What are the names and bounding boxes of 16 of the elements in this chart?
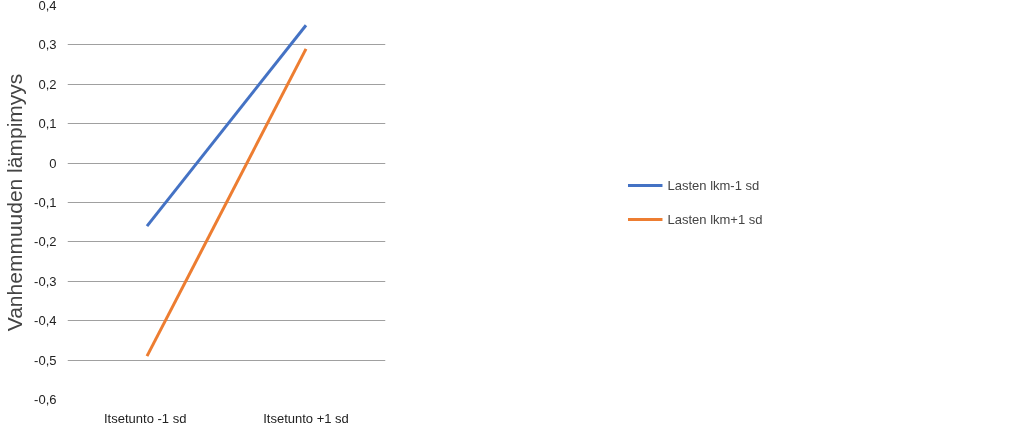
x-tick-label: Itsetunto +1 sd <box>263 410 349 426</box>
legend-label: Lasten lkm-1 sd <box>667 177 760 193</box>
y-tick-label: 0 <box>49 155 57 171</box>
y-tick-label: -0,2 <box>34 234 57 250</box>
y-tick-label: 0,3 <box>38 37 57 53</box>
legend-label: Lasten lkm+1 sd <box>667 211 763 227</box>
y-tick-label: -0,3 <box>34 273 57 289</box>
x-tick-label: Itsetunto -1 sd <box>104 410 187 426</box>
y-tick-label: 0,1 <box>38 116 57 132</box>
y-tick-label: 0,2 <box>38 76 57 92</box>
y-tick-label: 0,4 <box>38 0 57 13</box>
y-tick-label: -0,6 <box>34 392 57 407</box>
y-tick-label: -0,4 <box>34 313 57 329</box>
y-axis-title: Vanhemmuuden lämpimyys <box>3 73 27 332</box>
y-tick-label: -0,1 <box>34 195 57 210</box>
y-tick-label: -0,5 <box>34 352 57 368</box>
